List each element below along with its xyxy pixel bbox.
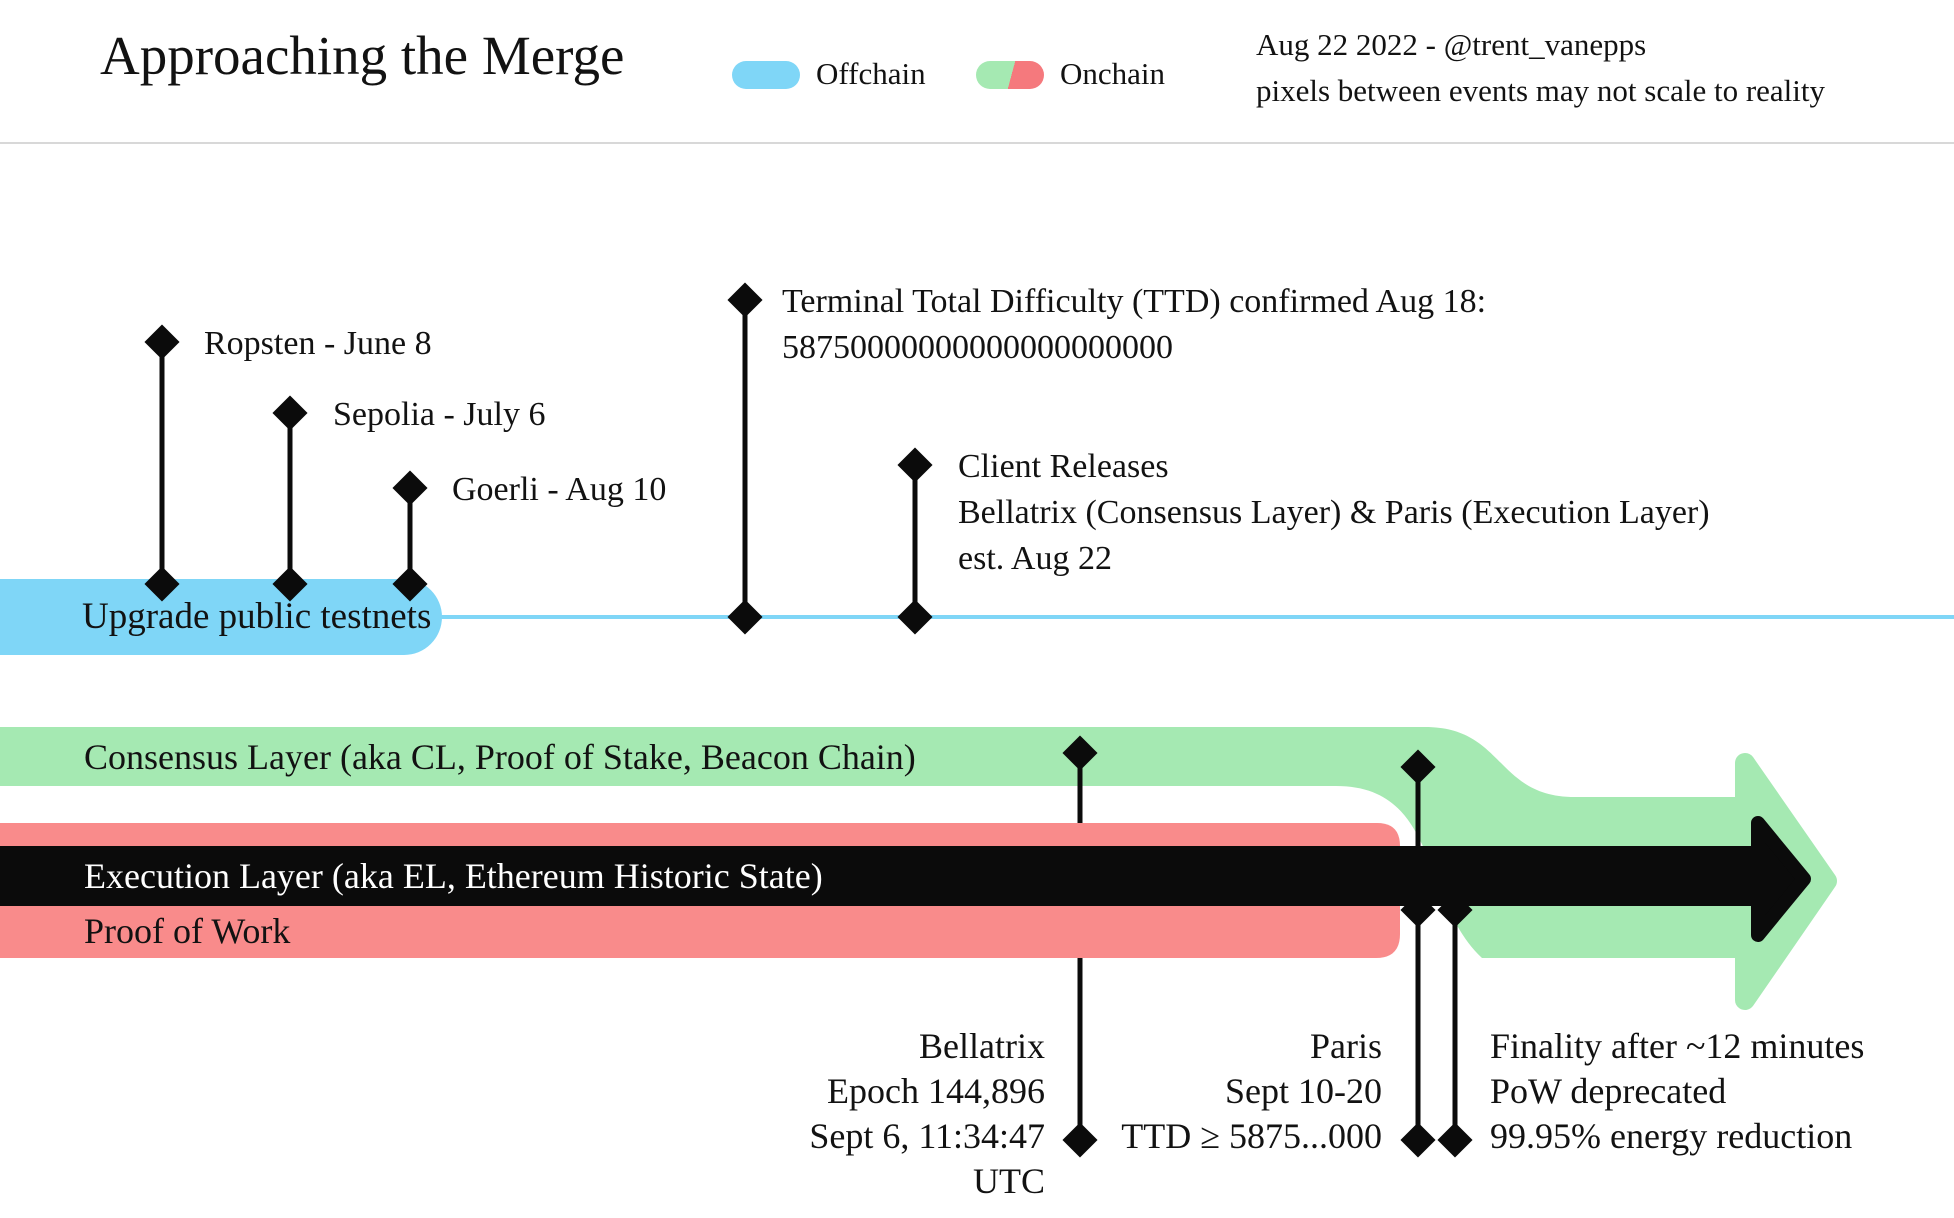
- client-release-line2: Bellatrix (Consensus Layer) & Paris (Exe…: [958, 494, 1710, 531]
- ropsten-diamond-bottom-icon: [144, 566, 180, 602]
- legend-onchain-label: Onchain: [1060, 56, 1166, 91]
- consensus-bar-label: Consensus Layer (aka CL, Proof of Stake,…: [84, 737, 916, 777]
- ttd-value: 58750000000000000000000: [782, 329, 1173, 366]
- bellatrix-event-label: Bellatrix Epoch 144,896 Sept 6, 11:34:47…: [745, 1024, 1045, 1204]
- ropsten-diamond-top-icon: [144, 324, 180, 360]
- paris-ttd: TTD ≥ 5875...000: [1121, 1116, 1382, 1156]
- finality-line1: Finality after ~12 minutes: [1490, 1026, 1865, 1066]
- paris-name: Paris: [1310, 1026, 1382, 1066]
- bellatrix-diamond-top-icon: [1062, 735, 1098, 771]
- finality-diamond-bottom-icon: [1437, 1122, 1473, 1158]
- finality-event-label: Finality after ~12 minutes PoW deprecate…: [1490, 1024, 1950, 1159]
- ropsten-event-label: Ropsten - June 8: [204, 325, 432, 362]
- execution-bar-label: Execution Layer (aka EL, Ethereum Histor…: [84, 856, 823, 896]
- consensus-layer-shape: [0, 727, 1742, 958]
- ttd-event-label: Terminal Total Difficulty (TTD) confirme…: [782, 279, 1486, 371]
- client-release-line1: Client Releases: [958, 448, 1169, 485]
- offchain-bar-label: Upgrade public testnets: [82, 596, 432, 637]
- pow-bar-label: Proof of Work: [84, 911, 291, 951]
- execution-arrowhead-icon: [1751, 816, 1811, 942]
- legend-offchain-swatch: [732, 61, 800, 89]
- sepolia-diamond-bottom-icon: [272, 566, 308, 602]
- ttd-diamond-bottom-icon: [727, 599, 763, 635]
- header-divider: [0, 142, 1954, 144]
- client-release-diamond-bottom-icon: [897, 599, 933, 635]
- ttd-line1: Terminal Total Difficulty (TTD) confirme…: [782, 283, 1487, 320]
- sepolia-event-label: Sepolia - July 6: [333, 396, 546, 433]
- paris-diamond-bottom-icon: [1400, 1122, 1436, 1158]
- paris-diamond-top-icon: [1400, 749, 1436, 785]
- event-markers: [144, 282, 1473, 1158]
- bellatrix-name: Bellatrix: [919, 1026, 1045, 1066]
- bellatrix-diamond-bottom-icon: [1062, 1122, 1098, 1158]
- goerli-diamond-bottom-icon: [392, 566, 428, 602]
- credit-disclaimer: pixels between events may not scale to r…: [1256, 73, 1826, 108]
- bellatrix-epoch: Epoch 144,896: [827, 1071, 1045, 1111]
- ttd-diamond-top-icon: [727, 282, 763, 318]
- finality-line2: PoW deprecated: [1490, 1071, 1727, 1111]
- offchain-bar: [0, 579, 442, 655]
- goerli-diamond-top-icon: [392, 470, 428, 506]
- paris-event-label: Paris Sept 10-20 TTD ≥ 5875...000: [1082, 1024, 1382, 1159]
- bellatrix-time: Sept 6, 11:34:47 UTC: [809, 1116, 1045, 1201]
- legend-onchain-swatch: [976, 61, 1044, 89]
- credit-byline: Aug 22 2022 - @trent_vanepps: [1256, 27, 1647, 62]
- client-release-diamond-top-icon: [897, 447, 933, 483]
- client-release-line3: est. Aug 22: [958, 540, 1112, 577]
- legend-offchain-label: Offchain: [816, 56, 926, 91]
- goerli-event-label: Goerli - Aug 10: [452, 471, 667, 508]
- finality-line3: 99.95% energy reduction: [1490, 1116, 1853, 1156]
- execution-layer-bar: [0, 846, 1756, 906]
- credit-note: Aug 22 2022 - @trent_vanepps pixels betw…: [1256, 22, 1825, 114]
- offchain-line: [440, 615, 1954, 619]
- client-release-event-label: Client Releases Bellatrix (Consensus Lay…: [958, 444, 1710, 582]
- page-title: Approaching the Merge: [100, 25, 625, 86]
- paris-date: Sept 10-20: [1225, 1071, 1382, 1111]
- sepolia-diamond-top-icon: [272, 395, 308, 431]
